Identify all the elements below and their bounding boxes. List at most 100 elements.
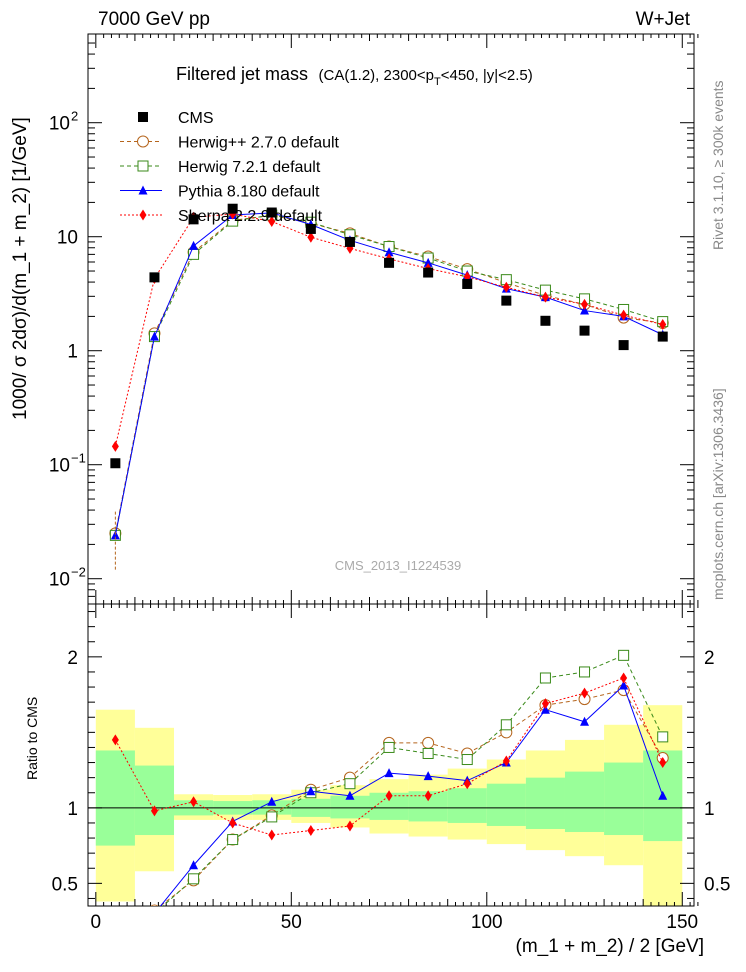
- ratio-point-herwig-2-7-0-default-8: [422, 736, 435, 749]
- ratio-point-pythia-8-180-default-8: [423, 771, 433, 781]
- ratio-band-inner-10: [486, 783, 526, 826]
- legend-marker-3: [138, 185, 148, 195]
- plot-title: Filtered jet mass (CA(1.2), 2300<pT<450,…: [176, 64, 533, 88]
- ratio-point-sherpa-2-2-9-default-14: [659, 757, 667, 769]
- legend-label-0: CMS: [178, 110, 214, 127]
- plot-subtitle-post: <450, |y|<2.5): [441, 67, 533, 84]
- main-point-sherpa-2-2-9-default-0: [111, 440, 119, 452]
- main-point-sherpa-2-2-9-default-4: [268, 215, 276, 227]
- main-plot-series: [109, 203, 669, 570]
- ratio-point-sherpa-2-2-9-default-5: [307, 825, 315, 836]
- x-tick-label-2: 100: [471, 912, 503, 933]
- ratio-point-herwig-7-2-1-default-14: [657, 731, 669, 743]
- ratio-point-pythia-8-180-default-0: [111, 919, 120, 928]
- main-point-cms-6: [344, 236, 355, 247]
- ry-tick-label-right-2: 2: [704, 648, 715, 669]
- ratio-band-inner-0: [95, 750, 135, 846]
- ratio-point-herwig-7-2-1-default-12: [579, 666, 591, 678]
- ratio-uncertainty-bands: [88, 705, 694, 906]
- ratio-point-pythia-8-180-default-5: [306, 786, 316, 796]
- ratio-point-pythia-8-180-default-1: [150, 909, 159, 918]
- main-y-axis-label: 1000/ σ 2dσ)/d(m_1 + m_2) [1/GeV]: [10, 117, 31, 420]
- ratio-point-sherpa-2-2-9-default-13: [620, 672, 628, 684]
- main-point-cms-9: [462, 278, 473, 289]
- legend-marker-4: [139, 209, 147, 221]
- y-tick-exp-4: −2: [71, 565, 86, 580]
- y-tick-label-4: 10: [49, 570, 70, 591]
- y-tick-label-0: 10: [49, 114, 70, 135]
- x-axis-label: (m_1 + m_2) / 2 [GeV]: [516, 936, 705, 957]
- ratio-point-sherpa-2-2-9-default-2: [190, 796, 198, 808]
- y-tick-exp-3: −1: [71, 451, 86, 466]
- ratio-point-sherpa-2-2-9-default-7: [385, 790, 393, 802]
- main-point-cms-12: [579, 325, 590, 336]
- ratio-point-herwig-7-2-1-default-9: [461, 754, 473, 766]
- ratio-point-pythia-8-180-default-2: [189, 860, 199, 870]
- ratio-band-inner-12: [564, 771, 605, 833]
- ratio-point-herwig-2-7-0-default-1: [150, 904, 159, 906]
- ratio-point-herwig-7-2-1-default-8: [422, 747, 434, 759]
- ratio-point-pythia-8-180-default-12: [580, 716, 590, 726]
- ratio-line-sherpa-2-2-9-default: [114, 677, 664, 836]
- ry-tick-label-left-2: 2: [67, 648, 78, 669]
- legend-marker-0: [138, 112, 148, 122]
- plot-subtitle-pre: (CA(1.2), 2300<p: [319, 67, 434, 84]
- ratio-point-sherpa-2-2-9-default-4: [268, 829, 276, 841]
- x-tick-label-1: 50: [281, 912, 302, 933]
- main-point-cms-3: [227, 203, 238, 214]
- ratio-point-sherpa-2-2-9-default-11: [541, 698, 549, 710]
- ratio-point-herwig-7-2-1-default-13: [618, 649, 630, 661]
- y-tick-exp-0: 2: [71, 109, 78, 124]
- side-rivet-label: Rivet 3.1.10, ≥ 300k events: [710, 80, 726, 250]
- ratio-plot-series: [110, 649, 669, 929]
- ratio-band-inner-9: [447, 788, 487, 823]
- ratio-point-herwig-7-2-1-default-1: [149, 909, 159, 919]
- ratio-point-herwig-7-2-1-default-6: [344, 778, 356, 790]
- ratio-band-inner-11: [525, 777, 565, 829]
- ratio-point-pythia-8-180-default-6: [345, 790, 355, 800]
- ratio-point-pythia-8-180-default-4: [267, 796, 277, 806]
- ratio-point-pythia-8-180-default-13: [619, 680, 629, 690]
- header-energy: 7000 GeV pp: [98, 9, 210, 30]
- main-point-sherpa-2-2-9-default-14: [659, 318, 667, 330]
- main-point-pythia-8-180-default-12: [580, 305, 590, 315]
- ratio-point-sherpa-2-2-9-default-10: [502, 755, 510, 767]
- ratio-point-herwig-2-7-0-default-0: [110, 917, 121, 928]
- legend: CMS Herwig++ 2.7.0 default Herwig 7.2.1 de…: [120, 110, 340, 225]
- plot-subtitle-sub: T: [434, 76, 441, 88]
- main-point-cms-8: [423, 267, 434, 278]
- main-point-cms-1: [149, 272, 160, 283]
- ry-tick-label-left-1: 1: [67, 799, 78, 820]
- main-point-sherpa-2-2-9-default-11: [541, 291, 549, 303]
- ratio-point-sherpa-2-2-9-default-0: [111, 734, 119, 746]
- ratio-plot-frame: [87, 603, 695, 907]
- main-point-cms-4: [266, 207, 277, 218]
- main-point-pythia-8-180-default-2: [189, 240, 199, 250]
- ratio-point-herwig-7-2-1-default-11: [539, 672, 551, 684]
- main-point-cms-10: [501, 295, 512, 306]
- main-point-sherpa-2-2-9-default-5: [307, 231, 315, 243]
- legend-marker-2: [137, 160, 149, 172]
- ratio-point-pythia-8-180-default-14: [658, 790, 668, 800]
- main-point-pythia-8-180-default-8: [423, 257, 433, 267]
- legend-label-3: Pythia 8.180 default: [178, 184, 320, 201]
- legend-label-4: Sherpa 2.2.9 default: [178, 208, 323, 225]
- main-point-sherpa-2-2-9-default-13: [620, 309, 628, 321]
- ratio-point-herwig-7-2-1-default-0: [110, 919, 120, 929]
- ry-tick-label-right-1: 1: [704, 799, 715, 820]
- ratio-point-sherpa-2-2-9-default-6: [346, 820, 354, 832]
- main-point-cms-7: [384, 257, 395, 268]
- ratio-point-sherpa-2-2-9-default-3: [229, 817, 237, 829]
- main-point-sherpa-2-2-9-default-12: [581, 298, 589, 310]
- main-point-cms-0: [110, 458, 121, 469]
- main-point-cms-11: [540, 315, 551, 326]
- ratio-point-pythia-8-180-default-11: [540, 704, 550, 714]
- main-point-pythia-8-180-default-1: [149, 331, 159, 341]
- ry-tick-label-right-0: 0.5: [704, 874, 730, 895]
- ratio-y-axis-label: Ratio to CMS: [24, 697, 40, 780]
- ratio-point-sherpa-2-2-9-default-8: [424, 790, 432, 802]
- main-point-pythia-8-180-default-0: [110, 530, 120, 540]
- y-tick-label-2: 1: [67, 342, 78, 363]
